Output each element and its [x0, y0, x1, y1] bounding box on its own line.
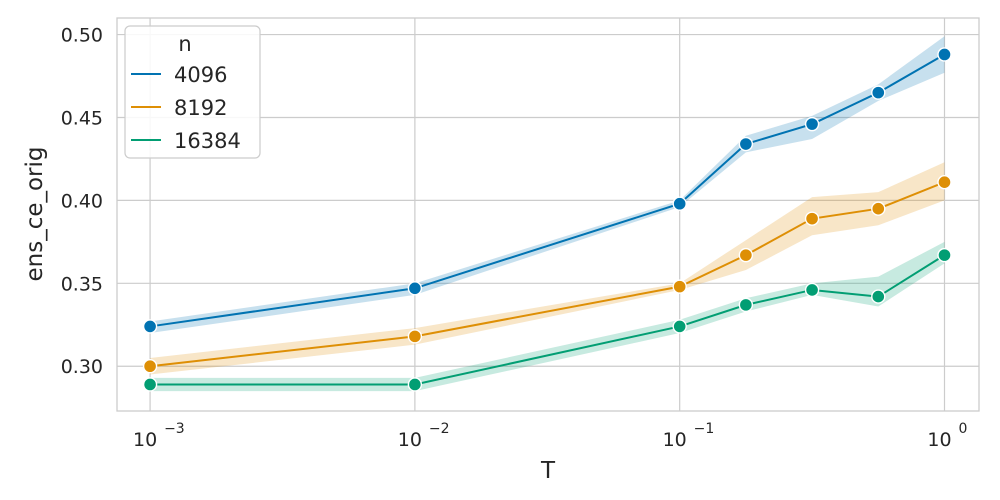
x-tick-label-1: 10 −2 [398, 421, 450, 451]
x-tick-base: 10 [133, 429, 157, 451]
grid [117, 18, 979, 411]
y-tick-label-1: 0.35 [61, 273, 103, 295]
y-tick-labels: 0.30 0.35 0.40 0.45 0.50 [61, 25, 103, 379]
y-tick-label-4: 0.50 [61, 25, 103, 47]
point-4096-6 [937, 47, 952, 62]
band-8192 [150, 162, 945, 375]
x-tick-exponent: −3 [164, 421, 185, 437]
y-tick-label-0: 0.30 [61, 356, 103, 378]
x-tick-label-3: 10 0 [927, 421, 967, 451]
x-tick-base: 10 [927, 429, 951, 451]
x-tick-exponent: −1 [694, 421, 715, 437]
x-tick-exponent: −2 [429, 421, 450, 437]
plot-frame [116, 17, 980, 412]
point-4096-1 [407, 281, 423, 296]
x-tick-label-0: 10 −3 [133, 421, 185, 451]
legend-label: 16384 [174, 129, 241, 153]
legend-item-16384: 16384 [131, 129, 241, 153]
legend-box [124, 25, 261, 159]
point-16384-5 [871, 289, 886, 304]
point-8192-6 [937, 174, 952, 190]
point-16384-3 [738, 297, 754, 313]
y-tick-label-2: 0.40 [61, 190, 103, 212]
point-16384-6 [937, 247, 952, 263]
point-8192-0 [142, 359, 158, 374]
x-tick-labels: 10 −3 10 −2 10 −1 10 0 [133, 421, 967, 451]
point-8192-2 [672, 279, 687, 294]
point-16384-0 [142, 377, 158, 392]
confidence-bands [150, 36, 945, 392]
series-markers [142, 47, 952, 392]
point-8192-5 [871, 201, 886, 216]
y-tick-label-3: 0.45 [61, 107, 103, 129]
point-4096-3 [738, 136, 754, 152]
point-8192-3 [738, 247, 754, 263]
y-axis-label: ens_ce_orig [22, 146, 48, 281]
point-8192-4 [804, 211, 820, 226]
point-4096-0 [142, 319, 158, 334]
band-16384 [150, 241, 945, 392]
legend-label: 4096 [174, 63, 227, 87]
point-8192-1 [407, 329, 423, 344]
point-4096-4 [804, 116, 820, 132]
x-tick-base: 10 [663, 429, 687, 451]
x-tick-base: 10 [398, 429, 422, 451]
x-tick-label-2: 10 −1 [663, 421, 715, 451]
legend-label: 8192 [174, 96, 227, 120]
legend-item-8192: 8192 [131, 96, 227, 120]
legend: n 4096 8192 16384 [124, 25, 261, 159]
point-16384-1 [407, 377, 423, 392]
point-4096-5 [871, 85, 886, 100]
point-4096-2 [672, 196, 687, 211]
legend-item-4096: 4096 [131, 63, 227, 87]
x-axis-label: T [540, 458, 556, 484]
legend-title: n [178, 32, 191, 56]
x-tick-exponent: 0 [958, 421, 967, 437]
point-16384-2 [672, 319, 687, 334]
point-16384-4 [804, 282, 820, 298]
